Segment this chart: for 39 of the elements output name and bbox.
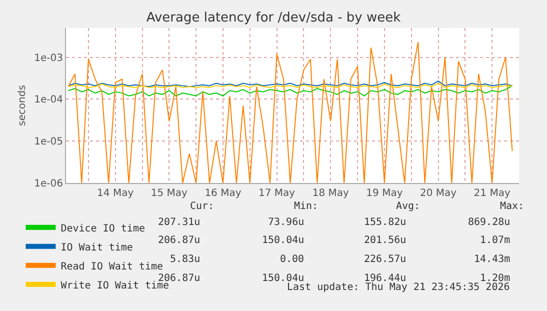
x-tick-label: 19 May [366, 188, 403, 199]
text: 5.83u [170, 254, 200, 265]
text: 207.31u [158, 217, 200, 228]
text: 0.00 [280, 254, 304, 265]
text: 201.56u [364, 235, 406, 246]
text: Last update: Thu May 21 23:45:35 2026 [287, 282, 510, 293]
text: 1.07m [480, 235, 510, 246]
text: 14.43m [474, 254, 510, 265]
text: 206.87u [158, 235, 200, 246]
text: Avg: [396, 201, 420, 212]
text: 150.04u [262, 273, 304, 284]
legend-label: IO Wait time [60, 242, 133, 254]
y-tick-label: 1e-04 [34, 94, 63, 106]
y-tick-label: 1e-05 [34, 136, 63, 148]
text: 155.82u [364, 217, 406, 228]
text: 73.96u [268, 217, 304, 228]
text: 150.04u [262, 235, 304, 246]
legend-label: Device IO time [60, 223, 145, 234]
x-tick-label: 21 May [474, 188, 510, 199]
y-axis-title: seconds [17, 85, 28, 126]
text: 226.57u [364, 254, 406, 265]
text: Min: [294, 201, 318, 212]
y-tick-label: 1e-06 [34, 178, 63, 190]
x-tick-label: 20 May [420, 188, 457, 199]
y-tick-label: 1e-03 [34, 52, 63, 64]
text: Max: [500, 201, 524, 212]
x-tick-label: 14 May [97, 188, 134, 199]
line-series [68, 85, 513, 96]
line-series [68, 42, 513, 183]
text: 869.28u [468, 217, 510, 228]
text: 196.44u [364, 273, 406, 284]
text: Cur: [190, 201, 214, 212]
x-tick-label: 18 May [312, 188, 349, 199]
chart-title: Average latency for /dev/sda - by week [146, 10, 402, 26]
text: 1.20m [480, 273, 510, 284]
x-tick-label: 16 May [204, 188, 242, 199]
x-tick-label: 15 May [150, 188, 188, 199]
x-tick-label: 17 May [258, 188, 296, 199]
legend-label: Read IO Wait time [60, 261, 164, 272]
